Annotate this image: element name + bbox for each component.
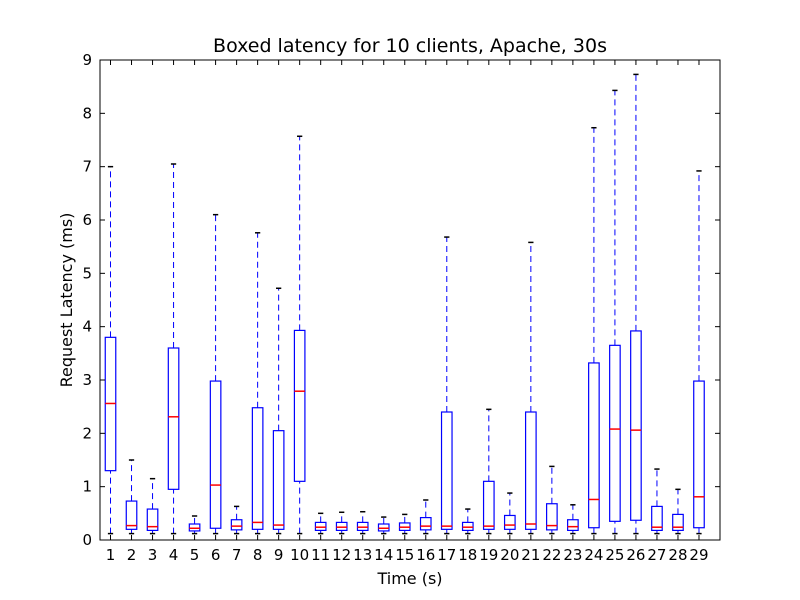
x-tick-label-24: 24 [584, 546, 603, 564]
box-22 [546, 503, 558, 531]
x-tick-label-6: 6 [211, 546, 221, 564]
box-21 [524, 411, 537, 530]
x-tick-label-17: 17 [437, 546, 456, 564]
axis-ticks: 1 2 3 4 5 6 7 8 9 10 11 12 13 14 15 16 17 18 19 20 21 22 23 24 2… [82, 51, 720, 564]
chart-title: Boxed latency for 10 clients, Apache, 30… [213, 35, 607, 57]
x-tick-label-23: 23 [563, 546, 582, 564]
box-7 [230, 519, 243, 531]
box-9 [272, 430, 285, 530]
x-tick-label-29: 29 [689, 546, 708, 564]
y-tick-label-4: 4 [82, 318, 92, 336]
x-tick-label-25: 25 [605, 546, 624, 564]
y-tick-label-0: 0 [82, 531, 92, 549]
y-tick-label-2: 2 [82, 424, 92, 442]
x-tick-label-19: 19 [479, 546, 498, 564]
x-tick-label-4: 4 [169, 546, 179, 564]
box-25 [609, 344, 621, 522]
box-11 [314, 521, 327, 532]
box-6 [209, 380, 222, 529]
box-3 [146, 508, 159, 532]
x-tick-label-20: 20 [500, 546, 519, 564]
y-tick-label-9: 9 [82, 51, 92, 69]
x-tick-label-21: 21 [521, 546, 540, 564]
box-16 [419, 516, 432, 531]
plot-frame [99, 59, 721, 541]
box-5 [188, 523, 201, 532]
box-17 [440, 411, 453, 530]
x-axis-label: Time (s) [376, 569, 442, 588]
plot-marks [104, 73, 705, 535]
x-tick-label-27: 27 [647, 546, 666, 564]
box-13 [356, 521, 369, 532]
box-23 [567, 519, 579, 532]
x-tick-label-9: 9 [274, 546, 284, 564]
y-tick-label-5: 5 [82, 264, 92, 282]
x-tick-label-14: 14 [374, 546, 393, 564]
x-tick-label-11: 11 [311, 546, 330, 564]
x-tick-label-5: 5 [190, 546, 200, 564]
x-tick-label-18: 18 [458, 546, 477, 564]
y-tick-label-6: 6 [82, 211, 92, 229]
box-10 [293, 329, 306, 482]
box-29 [693, 380, 705, 529]
box-28 [672, 513, 684, 532]
y-axis-label: Request Latency (ms) [57, 213, 76, 388]
x-tick-label-26: 26 [626, 546, 645, 564]
box-4 [167, 347, 180, 490]
x-tick-label-7: 7 [232, 546, 242, 564]
y-tick-label-3: 3 [82, 371, 92, 389]
x-tick-label-2: 2 [127, 546, 137, 564]
box-20 [503, 514, 516, 530]
x-tick-label-8: 8 [253, 546, 263, 564]
box-8 [251, 407, 264, 530]
box-14 [377, 523, 390, 532]
box-27 [651, 505, 663, 531]
x-tick-label-12: 12 [332, 546, 351, 564]
y-tick-label-7: 7 [82, 158, 92, 176]
y-tick-label-1: 1 [82, 478, 92, 496]
box-12 [335, 521, 348, 532]
box-18 [461, 521, 474, 532]
x-tick-label-16: 16 [416, 546, 435, 564]
y-tick-label-8: 8 [82, 104, 92, 122]
x-tick-label-28: 28 [668, 546, 687, 564]
x-tick-label-3: 3 [148, 546, 158, 564]
box-19 [482, 480, 495, 530]
box-24 [588, 362, 600, 529]
box-26 [630, 330, 642, 521]
x-tick-label-1: 1 [106, 546, 116, 564]
x-tick-label-13: 13 [353, 546, 372, 564]
x-tick-label-10: 10 [290, 546, 309, 564]
x-tick-label-15: 15 [395, 546, 414, 564]
x-tick-label-22: 22 [542, 546, 561, 564]
box-2 [125, 500, 138, 530]
